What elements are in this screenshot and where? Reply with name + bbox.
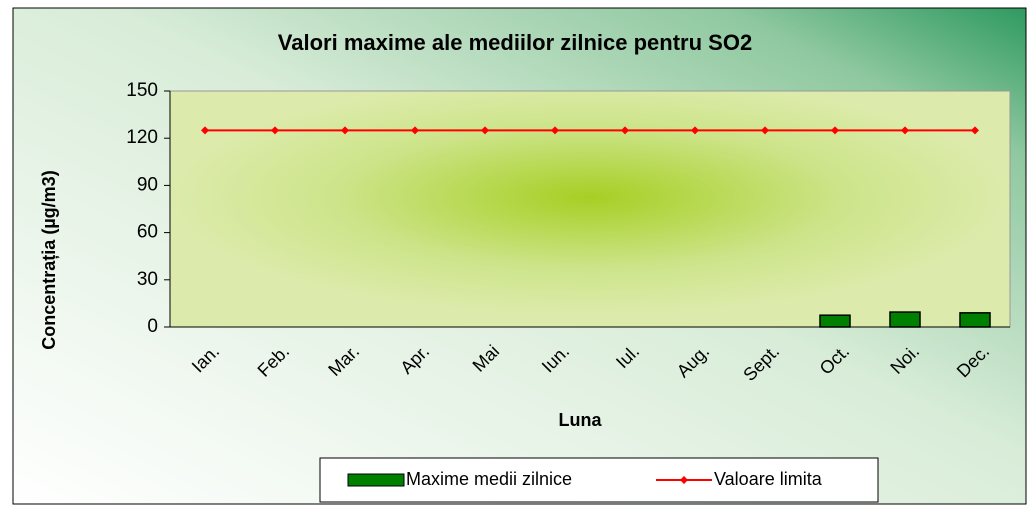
y-tick-label: 150	[126, 80, 158, 101]
chart-title: Valori maxime ale mediilor zilnice pentr…	[278, 30, 752, 55]
point	[341, 126, 349, 135]
legend	[319, 457, 879, 503]
legend-label: Valoare limita	[714, 469, 823, 489]
point	[271, 126, 279, 135]
bar	[889, 311, 921, 328]
bar	[819, 314, 851, 328]
point	[201, 126, 209, 135]
point	[761, 126, 769, 135]
legend-marker	[680, 476, 688, 484]
point	[411, 126, 419, 135]
y-axis-label: Concentrația (µg/m3)	[39, 170, 59, 349]
legend-label: Maxime medii zilnice	[406, 469, 572, 489]
y-tick-label: 60	[137, 222, 158, 243]
point	[831, 126, 839, 135]
y-tick-label: 90	[137, 174, 158, 195]
point	[971, 126, 979, 135]
y-tick-label: 120	[126, 127, 158, 148]
point	[901, 126, 909, 135]
plot-area	[169, 90, 1011, 328]
legend-swatch	[347, 473, 405, 487]
point	[481, 126, 489, 135]
bar	[959, 312, 991, 328]
x-axis-label: Luna	[559, 410, 603, 430]
point	[551, 126, 559, 135]
y-tick-label: 30	[137, 269, 158, 290]
point	[621, 126, 629, 135]
y-tick-label: 0	[147, 316, 158, 337]
point	[691, 126, 699, 135]
